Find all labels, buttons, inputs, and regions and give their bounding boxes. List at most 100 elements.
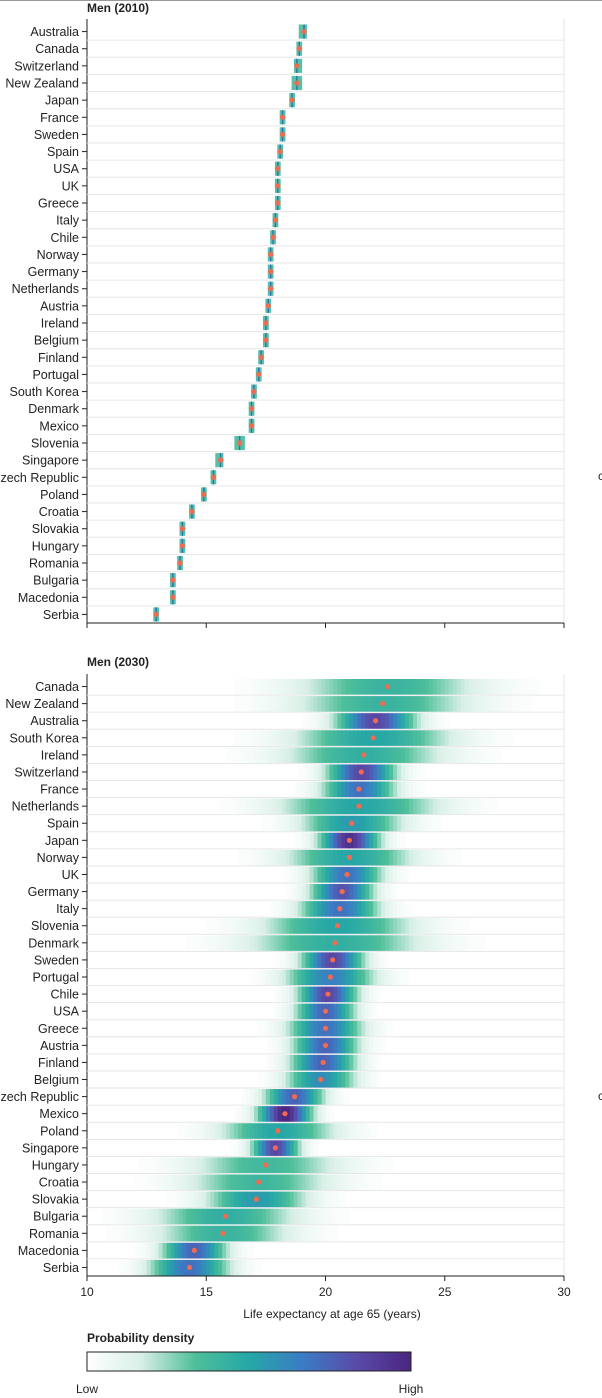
density-strip [162,1174,168,1191]
density-strip [246,730,251,746]
density-strip [333,901,339,917]
density-strip [420,781,426,798]
density-strip [317,832,323,849]
density-strip [293,952,299,968]
density-strip [484,798,490,815]
density-strip [126,1259,132,1276]
density-strip [385,832,390,849]
point-italy [272,217,279,223]
density-strip [257,1208,263,1225]
density-strip [309,866,315,883]
density-strip [277,935,283,951]
density-strip [361,935,366,951]
density-strip [325,1071,331,1088]
point-austria [265,303,271,309]
density-strip [297,781,303,798]
density-strip [289,901,295,917]
density-strip [333,969,339,986]
density-strip [309,952,315,968]
country-label-germany: Germany [28,885,80,899]
density-strip [269,730,275,746]
density-strip [293,1157,299,1173]
density-strip [385,1157,390,1173]
density-strip [265,747,271,763]
density-strip [182,1123,187,1139]
density-strip [432,747,438,763]
density-strip [246,1140,251,1156]
density-strip [238,1191,243,1208]
density-strip [249,1208,255,1225]
density-strip [174,1259,180,1276]
density-strip [408,935,414,951]
density-strip [349,1174,354,1191]
density-strip [488,747,494,763]
density-strip [532,679,537,695]
density-strip [377,798,382,815]
density-strip [333,1174,339,1191]
density-strip [464,918,470,934]
density-strip [377,884,382,900]
density-strip [118,1208,124,1225]
density-strip [329,1191,335,1208]
density-strip [448,730,454,746]
density-strip [301,713,307,729]
density-strip [277,1071,283,1088]
density-strip [428,918,434,934]
density-strip [297,1208,303,1225]
density-strip [301,901,307,917]
density-strip [277,1037,283,1054]
density-strip [297,1191,303,1208]
density-strip [325,866,331,883]
density-strip [420,713,426,729]
density-strip [325,730,331,746]
density-strip [333,747,339,763]
density-band-singapore [230,1140,319,1156]
density-strip [305,884,311,900]
density-band-portugal [249,969,410,986]
density-strip [301,764,307,781]
density-strip [385,781,390,798]
density-strip [389,884,394,900]
density-strip [289,935,295,951]
density-strip [265,1020,271,1037]
density-strip [178,1242,183,1259]
density-band-romania [106,1225,339,1242]
density-strip [381,884,386,900]
density-strip [452,696,458,712]
density-strip [281,1054,287,1071]
density-strip [353,1054,358,1071]
density-strip [317,986,323,1003]
country-label-slovenia: Slovenia [31,919,79,933]
density-strip [365,696,370,712]
density-strip [456,747,462,763]
density-strip [305,1020,311,1037]
density-strip [202,1208,207,1225]
density-strip [285,1089,291,1105]
density-strip [249,696,255,712]
density-strip [277,679,283,695]
density-strip [365,1037,370,1054]
density-strip [234,1225,239,1242]
density-strip [297,1020,303,1037]
density-strip [480,696,486,712]
density-strip [305,1157,311,1173]
density-strip [436,713,442,729]
density-strip [397,815,402,832]
density-strip [313,764,319,781]
density-strip [214,1225,219,1242]
point-south-korea [370,735,376,741]
density-strip [329,798,335,815]
density-strip [341,1157,346,1173]
density-strip [238,1157,243,1173]
density-band-bulgaria [102,1208,350,1225]
density-strip [377,1037,382,1054]
density-strip [198,1191,203,1208]
density-band-canada [234,679,541,695]
density-strip [389,679,394,695]
density-strip [301,1071,307,1088]
density-strip [293,815,299,832]
density-strip [297,679,303,695]
density-strip [353,730,358,746]
density-strip [285,798,291,815]
density-strip [238,1259,243,1276]
